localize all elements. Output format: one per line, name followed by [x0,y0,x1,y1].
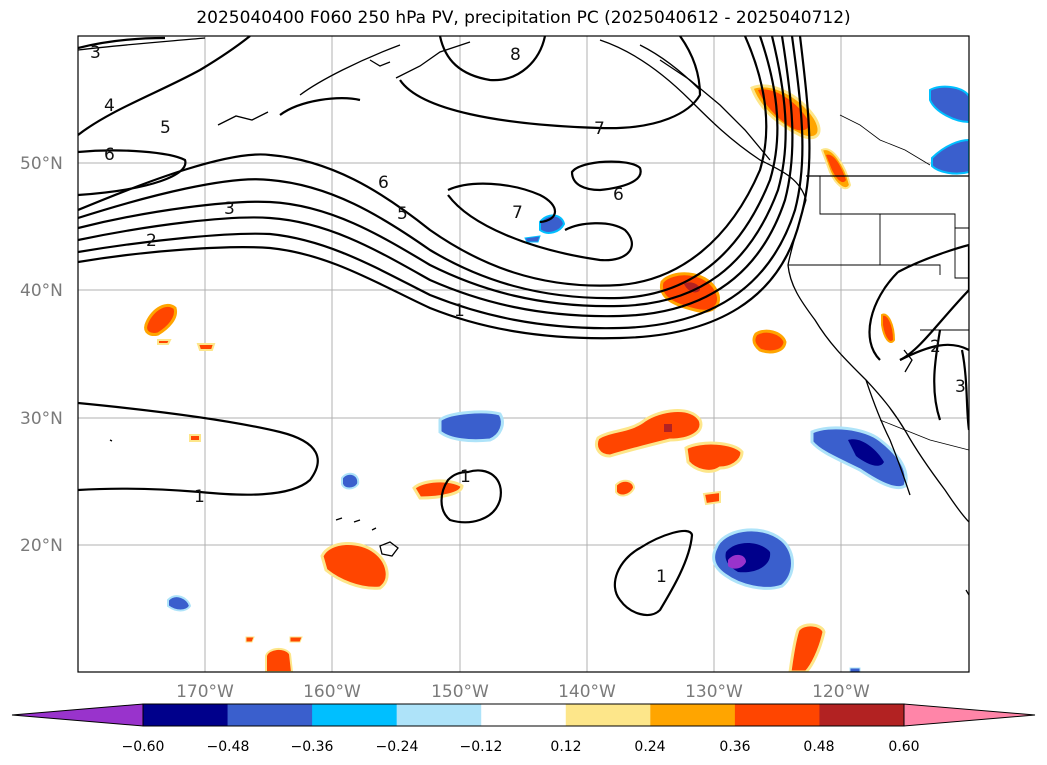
colorbar-tick-label: −0.48 [207,739,250,755]
contour-label: 1 [656,567,667,587]
contour-label: 5 [397,204,408,224]
colorbar-segment [396,704,482,726]
lat-label: 50°N [20,154,63,174]
contour-label: 6 [613,185,624,205]
colorbar-segment [734,704,820,726]
colorbar-segment [312,704,398,726]
colorbar-extend-max-arrow [903,703,1036,727]
contour-label: 3 [224,199,235,219]
contour-label: 4 [104,96,115,116]
colorbar-segment [819,704,905,726]
contour-label: 3 [955,377,966,397]
colorbar-tick-label: 0.60 [888,739,919,755]
lon-label: 140°W [558,682,616,702]
lat-label: 40°N [20,281,63,301]
colorbar-tick-label: 0.12 [550,739,581,755]
lon-label: 130°W [685,682,743,702]
colorbar-outline [142,703,905,727]
colorbar-tick-label: −0.12 [460,739,503,755]
colorbar-segment [227,704,313,726]
contour-label: 5 [160,118,171,138]
colorbar: −0.60 −0.48 −0.36 −0.24 −0.12 0.12 0.24 … [11,703,1036,755]
colorbar-tick-label: 0.36 [719,739,750,755]
latitude-labels: 50°N 40°N 30°N 20°N [20,154,63,556]
contour-label: 1 [194,487,205,507]
lon-label: 120°W [812,682,870,702]
contour-label: 3 [90,43,101,63]
pv-contours [78,36,969,617]
contour-labels: 3 4 5 6 8 7 6 5 3 2 7 6 1 1 1 1 2 3 [90,43,966,587]
colorbar-segment [143,704,229,726]
contour-label: 2 [930,337,941,357]
contour-label: 6 [104,145,115,165]
lat-label: 30°N [20,409,63,429]
contour-label: 2 [146,231,157,251]
colorbar-tick-label: 0.24 [634,739,665,755]
contour-label: 1 [454,301,465,321]
colorbar-tick-label: −0.60 [122,739,165,755]
longitude-labels: 170°W 160°W 150°W 140°W 130°W 120°W [176,682,870,702]
colorbar-segment [481,704,567,726]
colorbar-extend-min-arrow [11,703,144,727]
precip-negative-areas [167,85,969,672]
colorbar-tick-label: −0.24 [376,739,419,755]
political-borders [788,114,969,451]
lon-label: 150°W [431,682,489,702]
colorbar-segment [650,704,736,726]
contour-label: 1 [460,467,471,487]
lat-label: 20°N [20,536,63,556]
colorbar-tick-label: −0.36 [291,739,334,755]
lon-label: 160°W [303,682,361,702]
contour-label: 7 [594,119,605,139]
contour-label: 8 [510,45,521,65]
map-title: 2025040400 F060 250 hPa PV, precipitatio… [196,8,851,28]
map-frame [77,35,970,673]
lon-label: 170°W [176,682,234,702]
contour-label: 6 [378,173,389,193]
colorbar-tick-label: 0.48 [803,739,834,755]
map-background [78,36,969,672]
colorbar-segment [565,704,651,726]
contour-label: 7 [512,203,523,223]
